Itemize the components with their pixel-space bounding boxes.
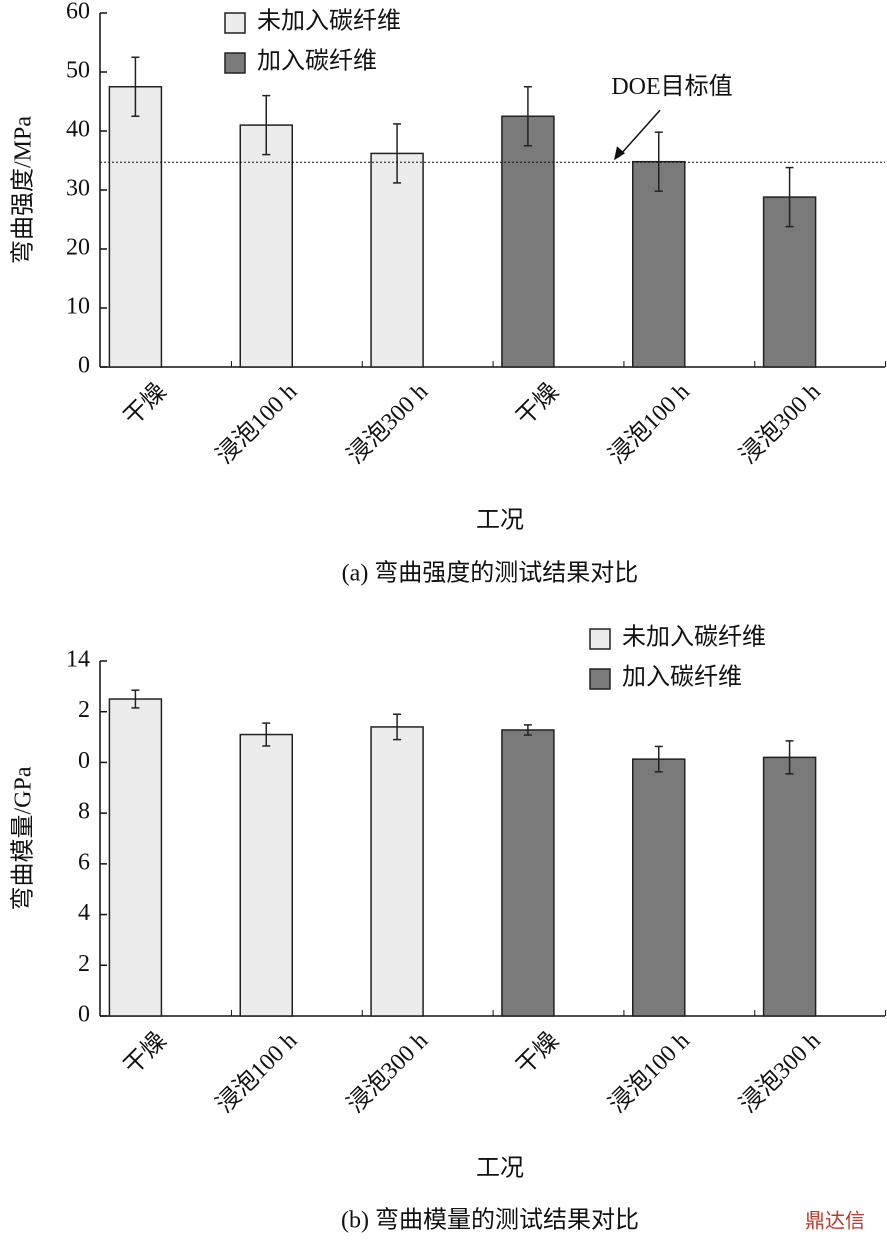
y-tick-label: 8 [78, 799, 90, 825]
legend-swatch [224, 12, 246, 34]
bar [370, 152, 424, 368]
x-axis-label: 工况 [476, 508, 524, 534]
y-tick-label: 30 [66, 176, 90, 202]
legend-label: 加入碳纤维 [257, 48, 377, 75]
bar [501, 729, 555, 1017]
bar [108, 86, 163, 368]
y-tick-label: 0 [78, 1002, 90, 1028]
bar [239, 733, 293, 1017]
y-tick-label: 40 [66, 117, 90, 143]
x-tick-label: 浸泡300 h [734, 1027, 825, 1118]
x-tick-label: 浸泡100 h [604, 1027, 695, 1118]
y-tick-label: 20 [66, 235, 90, 261]
y-tick-label: 2 [78, 697, 90, 723]
legend-swatch [589, 668, 611, 690]
x-tick-label: 干燥 [119, 1027, 172, 1080]
y-tick-label: 60 [66, 0, 90, 25]
bar [108, 698, 163, 1017]
legend-swatch [224, 52, 246, 74]
x-tick-label: 干燥 [119, 378, 172, 431]
caption: (a) 弯曲强度的测试结果对比 [342, 560, 639, 587]
legend-label: 未加入碳纤维 [257, 8, 401, 35]
y-axis-label: 弯曲强度/MPa [10, 116, 37, 264]
x-tick-label: 浸泡100 h [604, 378, 695, 469]
legend-swatch [589, 628, 611, 650]
bar [632, 758, 686, 1017]
reference-arrow [617, 109, 661, 158]
y-tick-label: 50 [66, 58, 90, 84]
y-tick-label: 14 [66, 647, 90, 673]
x-tick-label: 浸泡100 h [211, 378, 302, 469]
y-tick-label: 4 [78, 900, 90, 926]
legend-label: 加入碳纤维 [622, 664, 742, 691]
x-tick-label: 干燥 [511, 378, 564, 431]
y-tick-label: 0 [78, 353, 90, 379]
y-tick-label: 0 [78, 748, 90, 774]
x-tick-label: 浸泡300 h [734, 378, 825, 469]
x-tick-label: 浸泡300 h [342, 378, 433, 469]
x-tick-label: 浸泡100 h [211, 1027, 302, 1118]
y-axis-label: 弯曲模量/GPa [10, 766, 37, 910]
reference-label: DOE目标值 [611, 73, 732, 100]
bar [632, 160, 686, 368]
bar [762, 756, 817, 1017]
y-tick-label: 2 [78, 951, 90, 977]
legend-label: 未加入碳纤维 [622, 624, 766, 651]
watermark: 鼎达信 [805, 1209, 865, 1233]
caption: (b) 弯曲模量的测试结果对比 [341, 1207, 639, 1234]
y-tick-label: 10 [66, 294, 90, 320]
y-tick-label: 6 [78, 849, 90, 875]
reference-arrowhead [614, 146, 625, 161]
bar [239, 124, 293, 368]
bar [370, 726, 424, 1017]
bar [501, 115, 555, 368]
x-tick-label: 干燥 [511, 1027, 564, 1080]
x-axis-label: 工况 [476, 1156, 524, 1182]
x-tick-label: 浸泡300 h [342, 1027, 433, 1118]
